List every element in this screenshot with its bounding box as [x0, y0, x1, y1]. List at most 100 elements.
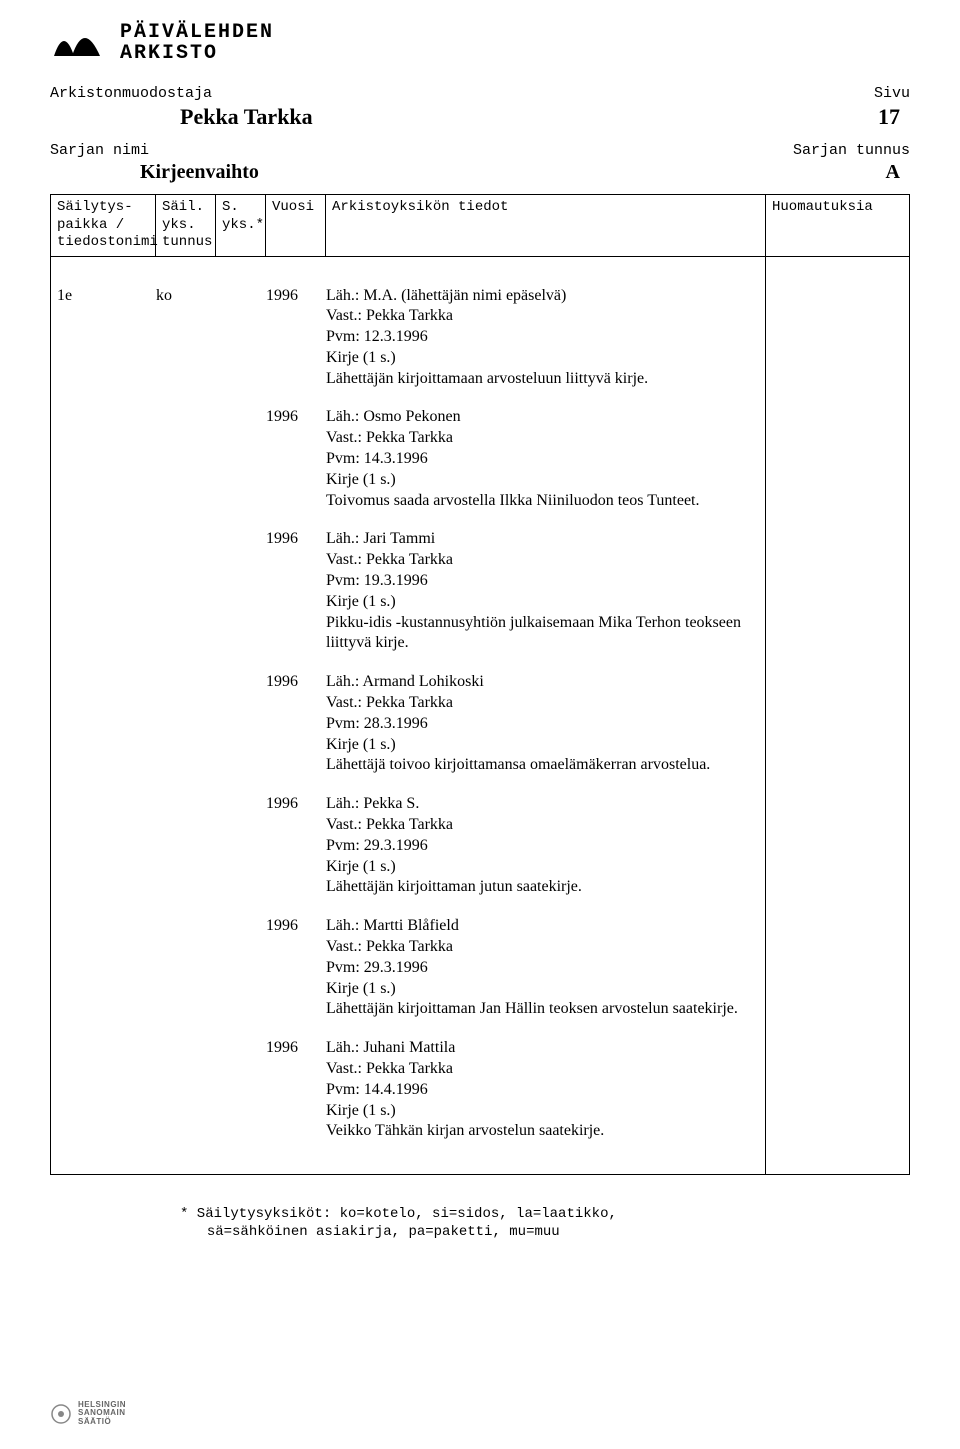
entry-block: 1eko 1996Läh.: M.A. (lähettäjän nimi epäs… [57, 286, 759, 390]
entry-text: Läh.: Jari TammiVast.: Pekka TarkkaPvm: … [326, 529, 756, 654]
entry-line: Läh.: Juhani Mattila [326, 1038, 756, 1059]
col-storage-l3: tiedostonimi [57, 234, 158, 250]
col-storage-l1: Säilytys- [57, 199, 133, 215]
entries-container: 1eko1996Läh.: M.A. (lähettäjän nimi epäs… [57, 261, 759, 1171]
col-unit-type: S. yks.* [216, 195, 266, 257]
col-notes: Huomautuksia [766, 195, 910, 257]
entry-year: 1996 [266, 672, 326, 693]
entry-text: Läh.: Osmo PekonenVast.: Pekka TarkkaPvm… [326, 407, 756, 511]
entry-line: Pvm: 14.4.1996 [326, 1080, 756, 1101]
entry-line: Vast.: Pekka Tarkka [326, 693, 756, 714]
entry-id: 1e [57, 286, 156, 307]
entry-line: Vast.: Pekka Tarkka [326, 1059, 756, 1080]
entry-block: 1996Läh.: Osmo PekonenVast.: Pekka Tarkk… [57, 407, 759, 511]
entry-year: 1996 [266, 916, 326, 937]
entry-line: Lähettäjän kirjoittamaan arvosteluun lii… [326, 369, 756, 390]
col-notes-text: Huomautuksia [772, 199, 873, 215]
col-info: Arkistoyksikön tiedot [326, 195, 766, 257]
entry-text: Läh.: Armand LohikoskiVast.: Pekka Tarkk… [326, 672, 756, 776]
footer-l1: HELSINGIN [78, 1400, 126, 1409]
entry-line: Kirje (1 s.) [326, 1101, 756, 1122]
entry-text: Läh.: M.A. (lähettäjän nimi epäselvä)Vas… [326, 286, 756, 390]
header-labels: Arkistonmuodostaja Sivu [50, 85, 910, 102]
col-unit-l2: yks. [162, 217, 196, 233]
entry-year: 1996 [266, 1038, 326, 1059]
series-name: Kirjeenvaihto [50, 161, 259, 184]
col-storage-l2: paikka / [57, 217, 124, 233]
entry-unit: ko [156, 286, 216, 307]
series-code: A [886, 161, 910, 184]
entry-line: Pvm: 12.3.1996 [326, 327, 756, 348]
entry-line: Läh.: Martti Blåfield [326, 916, 756, 937]
table-header-row: Säilytys- paikka / tiedostonimi Säil. yk… [51, 195, 910, 257]
logo-line2: ARKISTO [120, 42, 218, 65]
entry-line: Kirje (1 s.) [326, 979, 756, 1000]
entry-line: Kirje (1 s.) [326, 348, 756, 369]
entry-text: Läh.: Martti BlåfieldVast.: Pekka Tarkka… [326, 916, 756, 1020]
entry-line: Kirje (1 s.) [326, 592, 756, 613]
entry-block: 1996Läh.: Jari TammiVast.: Pekka TarkkaP… [57, 529, 759, 654]
entry-line: Läh.: Osmo Pekonen [326, 407, 756, 428]
entry-line: Läh.: Pekka S. [326, 794, 756, 815]
series-values: Kirjeenvaihto A [50, 161, 910, 184]
series-labels: Sarjan nimi Sarjan tunnus [50, 142, 910, 159]
entry-line: Lähettäjän kirjoittaman Jan Hällin teoks… [326, 999, 756, 1020]
col-year: Vuosi [266, 195, 326, 257]
entry-line: Kirje (1 s.) [326, 470, 756, 491]
foundation-icon [50, 1403, 72, 1425]
footnote-line1: * Säilytysyksiköt: ko=kotelo, si=sidos, … [180, 1206, 617, 1222]
creator-label: Arkistonmuodostaja [50, 85, 212, 102]
entry-line: Kirje (1 s.) [326, 857, 756, 878]
entry-line: Pvm: 29.3.1996 [326, 836, 756, 857]
entry-year: 1996 [266, 794, 326, 815]
col-type-l2: yks.* [222, 217, 264, 233]
footer-l3: SÄÄTIÖ [78, 1417, 111, 1426]
entry-text: Läh.: Pekka S.Vast.: Pekka TarkkaPvm: 29… [326, 794, 756, 898]
col-unit-l3: tunnus [162, 234, 212, 250]
logo-line1: PÄIVÄLEHDEN [120, 21, 274, 44]
footnote: * Säilytysyksiköt: ko=kotelo, si=sidos, … [50, 1205, 910, 1241]
entry-line: Vast.: Pekka Tarkka [326, 550, 756, 571]
entry-block: 1996Läh.: Armand LohikoskiVast.: Pekka T… [57, 672, 759, 776]
page-number: 17 [878, 104, 910, 130]
logo-text: PÄIVÄLEHDEN ARKISTO [120, 22, 274, 64]
col-unit-l1: Säil. [162, 199, 204, 215]
entry-line: Pvm: 14.3.1996 [326, 449, 756, 470]
creator-name: Pekka Tarkka [50, 104, 313, 130]
entry-line: Pikku-idis -kustannusyhtiön julkaisemaan… [326, 613, 756, 655]
entry-line: Vast.: Pekka Tarkka [326, 815, 756, 836]
header-values: Pekka Tarkka 17 [50, 104, 910, 130]
series-code-label: Sarjan tunnus [793, 142, 910, 159]
col-unit-id: Säil. yks. tunnus [156, 195, 216, 257]
entry-line: Läh.: Armand Lohikoski [326, 672, 756, 693]
footer-l2: SANOMAIN [78, 1408, 126, 1417]
footnote-line2: sä=sähköinen asiakirja, pa=paketti, mu=m… [207, 1224, 560, 1240]
table-body-row: 1eko1996Läh.: M.A. (lähettäjän nimi epäs… [51, 256, 910, 1175]
archive-table: Säilytys- paikka / tiedostonimi Säil. yk… [50, 194, 910, 1175]
notes-cell [766, 256, 910, 1175]
entry-year: 1996 [266, 286, 326, 307]
entry-line: Veikko Tähkän kirjan arvostelun saatekir… [326, 1121, 756, 1142]
entry-block: 1996Läh.: Juhani MattilaVast.: Pekka Tar… [57, 1038, 759, 1142]
entry-block: 1996Läh.: Martti BlåfieldVast.: Pekka Ta… [57, 916, 759, 1020]
series-name-label: Sarjan nimi [50, 142, 149, 159]
entry-line: Toivomus saada arvostella Ilkka Niiniluo… [326, 491, 756, 512]
col-year-text: Vuosi [272, 199, 314, 215]
footer-logo: HELSINGIN SANOMAIN SÄÄTIÖ [50, 1401, 126, 1427]
entry-line: Vast.: Pekka Tarkka [326, 428, 756, 449]
entry-block: 1996Läh.: Pekka S.Vast.: Pekka TarkkaPvm… [57, 794, 759, 898]
logo-mark-icon [50, 20, 106, 65]
archive-logo: PÄIVÄLEHDEN ARKISTO [50, 20, 910, 65]
col-type-l1: S. [222, 199, 239, 215]
entry-line: Pvm: 29.3.1996 [326, 958, 756, 979]
page-label: Sivu [874, 85, 910, 102]
entry-line: Vast.: Pekka Tarkka [326, 937, 756, 958]
entry-year: 1996 [266, 407, 326, 428]
footer-logo-text: HELSINGIN SANOMAIN SÄÄTIÖ [78, 1401, 126, 1427]
entry-line: Lähettäjä toivoo kirjoittamansa omaelämä… [326, 755, 756, 776]
entry-line: Kirje (1 s.) [326, 735, 756, 756]
entry-line: Pvm: 28.3.1996 [326, 714, 756, 735]
entry-line: Läh.: Jari Tammi [326, 529, 756, 550]
entry-line: Pvm: 19.3.1996 [326, 571, 756, 592]
entry-line: Lähettäjän kirjoittaman jutun saatekirje… [326, 877, 756, 898]
